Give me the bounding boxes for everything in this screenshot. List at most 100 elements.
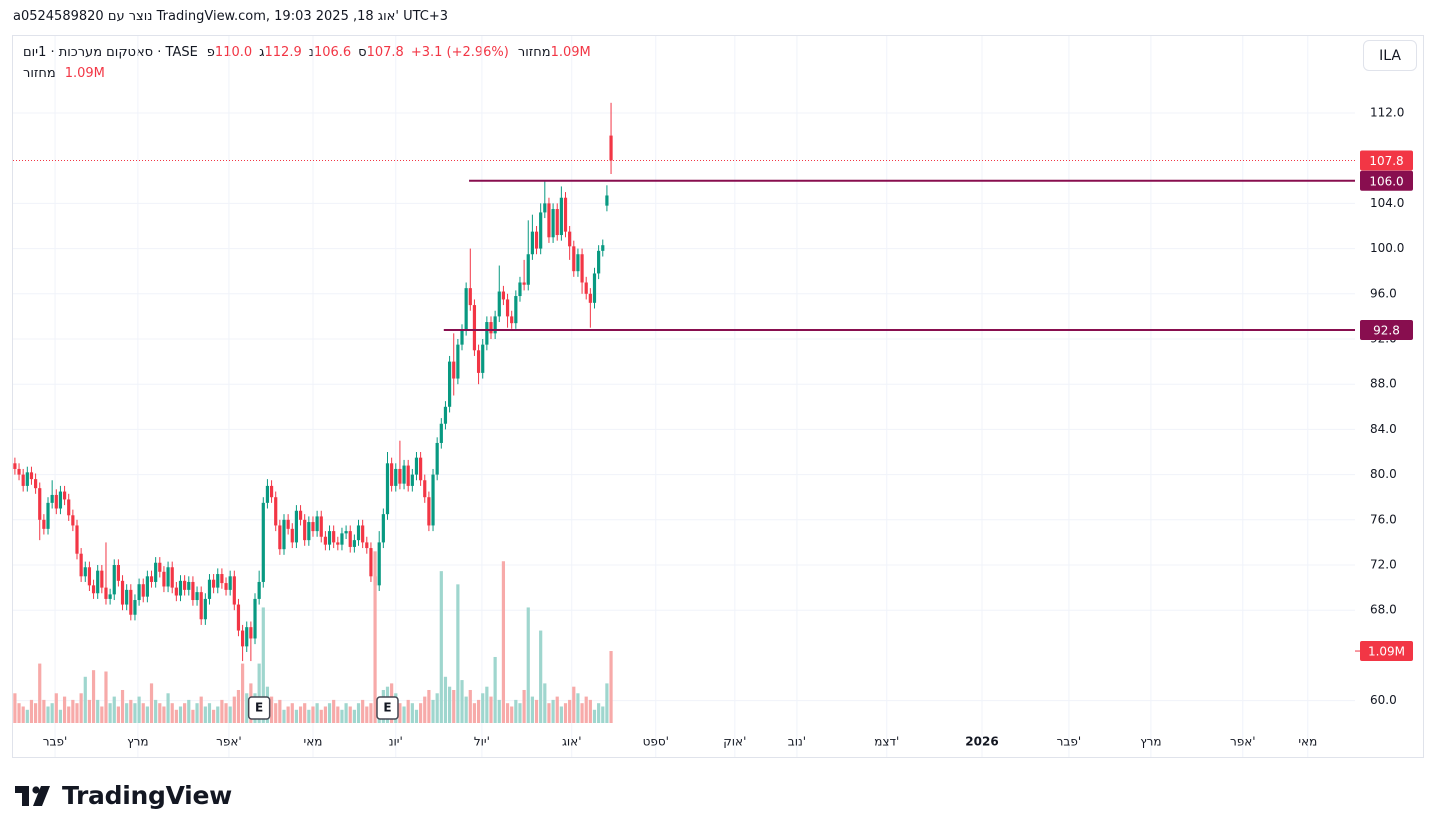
- volume-bar: [183, 703, 187, 723]
- candle-body: [344, 531, 348, 534]
- x-tick-label: פבר': [43, 735, 68, 749]
- candle-body: [402, 465, 406, 484]
- candle-body: [282, 519, 286, 550]
- candle-body: [253, 598, 257, 639]
- candle-body: [307, 522, 311, 541]
- level-label: 106.0: [1369, 174, 1403, 188]
- candle-body: [443, 406, 448, 424]
- volume-bar: [563, 703, 568, 723]
- candle-body: [125, 589, 129, 605]
- volume-bar: [145, 706, 149, 723]
- volume-bar: [493, 656, 497, 723]
- candle-body: [83, 567, 87, 577]
- candle-body: [183, 580, 187, 590]
- candle-body: [269, 485, 274, 498]
- candle-body: [220, 574, 224, 584]
- candle-body: [224, 583, 228, 590]
- volume-bar: [601, 706, 605, 723]
- volume-bar: [468, 689, 472, 723]
- volume-bar: [129, 699, 133, 723]
- y-tick-label: 96.0: [1370, 286, 1397, 300]
- candle-body: [468, 288, 472, 306]
- currency-button[interactable]: ILA: [1363, 40, 1417, 71]
- volume-bar: [125, 703, 129, 723]
- volume-bar: [269, 696, 274, 723]
- candle-body: [278, 525, 282, 550]
- candle-body: [154, 562, 158, 582]
- candle-body: [116, 565, 120, 581]
- x-tick-label: פבר': [1057, 735, 1082, 749]
- candle-body: [501, 291, 506, 300]
- volume-bar: [472, 703, 477, 723]
- candle-body: [79, 553, 83, 577]
- candle-body: [568, 231, 572, 247]
- volume-bar: [580, 703, 584, 723]
- candle-body: [352, 540, 356, 547]
- volume-bar: [307, 709, 311, 723]
- volume-label: 1.09M: [1368, 645, 1405, 659]
- frame: [12, 35, 1424, 758]
- volume-bar: [133, 703, 137, 723]
- volume-bar: [13, 693, 17, 723]
- volume-bar: [501, 561, 506, 723]
- ohlc-label: ג: [259, 45, 265, 60]
- event-marker: [247, 696, 271, 720]
- y-tick-label: 84.0: [1370, 422, 1397, 436]
- volume-bar: [104, 671, 108, 723]
- candle-body: [145, 576, 149, 597]
- brand-logo: [15, 786, 50, 806]
- candle-body: [390, 463, 394, 486]
- candle-body: [199, 592, 203, 620]
- volume-bar: [290, 703, 294, 723]
- candle-body: [452, 361, 456, 379]
- candle-body: [50, 494, 54, 503]
- candle-body: [493, 316, 497, 334]
- volume-bar: [539, 630, 543, 723]
- x-tick-label: מרץ: [1140, 735, 1161, 749]
- event-label: E: [255, 701, 263, 715]
- volume-bar: [315, 703, 319, 723]
- volume-bar: [100, 706, 104, 723]
- volume-bar: [236, 689, 241, 723]
- volume-bar: [481, 693, 485, 723]
- candle-body: [170, 567, 174, 588]
- x-tick-label: אוג': [562, 735, 582, 749]
- candle-body: [563, 197, 568, 232]
- y-tick-label: 68.0: [1370, 603, 1397, 617]
- volume-bar: [58, 709, 63, 723]
- candle-body: [394, 468, 398, 486]
- volume-bar: [592, 709, 597, 723]
- candle-body: [414, 457, 419, 475]
- candle-body: [481, 344, 485, 373]
- candle-body: [398, 468, 402, 484]
- volume-bar: [62, 696, 67, 723]
- candle-body: [240, 630, 245, 647]
- x-tick-label: דצמ': [874, 735, 899, 749]
- candle-body: [439, 423, 443, 443]
- candle-body: [166, 567, 170, 587]
- candle-body: [207, 579, 212, 599]
- volume-value: 1.09M: [550, 45, 591, 60]
- candle-body: [29, 472, 34, 480]
- level-label-box: [1360, 170, 1413, 191]
- y-tick-label: 60.0: [1370, 693, 1397, 707]
- volume-bar: [419, 703, 423, 723]
- x-tick-label: מאי: [304, 735, 323, 749]
- volume-bar: [38, 663, 42, 723]
- volume-bar: [50, 703, 54, 723]
- candle-body: [361, 525, 365, 543]
- candle-body: [13, 463, 17, 469]
- candle-body: [510, 316, 514, 324]
- volume-bar: [439, 571, 443, 723]
- volume-bar: [240, 663, 245, 723]
- volume-bar: [42, 699, 46, 723]
- candle-body: [559, 197, 563, 236]
- candle-body: [149, 576, 154, 582]
- y-tick-label: 76.0: [1370, 512, 1397, 526]
- volume-bar: [534, 699, 539, 723]
- volume-bar: [588, 699, 592, 723]
- candle-body: [311, 522, 315, 532]
- candle-body: [597, 250, 601, 274]
